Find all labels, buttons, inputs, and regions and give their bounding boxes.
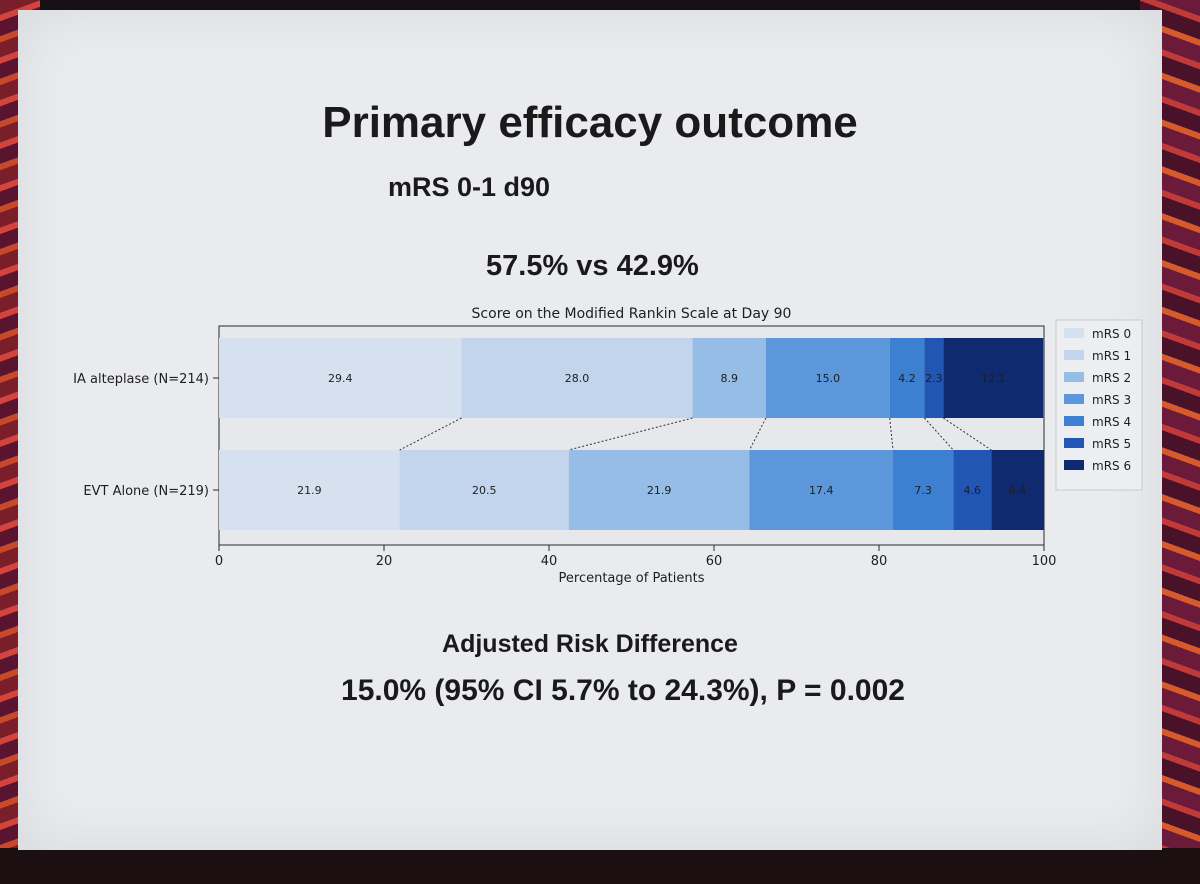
chart-title: Score on the Modified Rankin Scale at Da… bbox=[472, 306, 792, 322]
legend-entry-mrs-2: mRS 2 bbox=[1092, 371, 1131, 385]
data-label: 8.9 bbox=[721, 372, 739, 385]
bar-segment-evt-alone-n-219-mrs-2 bbox=[568, 450, 750, 530]
data-label: 21.9 bbox=[297, 484, 322, 497]
legend-swatch-mrs-1 bbox=[1064, 350, 1084, 360]
bar-segment-ia-alteplase-n-214-mrs-6 bbox=[943, 338, 1044, 418]
x-tick-label: 80 bbox=[871, 554, 888, 569]
data-label: 6.4 bbox=[1009, 484, 1027, 497]
bar-segment-ia-alteplase-n-214-mrs-0 bbox=[219, 338, 462, 418]
legend-entry-mrs-0: mRS 0 bbox=[1092, 327, 1131, 341]
connector-line bbox=[889, 417, 894, 451]
risk-difference-value: 15.0% (95% CI 5.7% to 24.3%), P = 0.002 bbox=[341, 674, 905, 707]
slide-title: Primary efficacy outcome bbox=[322, 98, 858, 147]
legend-swatch-mrs-3 bbox=[1064, 394, 1084, 404]
data-label: 7.3 bbox=[914, 484, 932, 497]
bar-segment-ia-alteplase-n-214-mrs-5 bbox=[924, 338, 944, 418]
risk-difference-label: Adjusted Risk Difference bbox=[442, 630, 738, 658]
legend-swatch-mrs-5 bbox=[1064, 438, 1084, 448]
legend-entry-mrs-5: mRS 5 bbox=[1092, 437, 1131, 451]
bar-segment-ia-alteplase-n-214-mrs-1 bbox=[461, 338, 693, 418]
data-label: 29.4 bbox=[328, 372, 353, 385]
outcome-comparison: 57.5% vs 42.9% bbox=[486, 250, 699, 282]
bar-segment-evt-alone-n-219-mrs-5 bbox=[953, 450, 992, 530]
data-label: 2.3 bbox=[925, 372, 943, 385]
data-label: 20.5 bbox=[472, 484, 497, 497]
data-label: 4.6 bbox=[963, 484, 981, 497]
slide-subtitle: mRS 0-1 d90 bbox=[388, 172, 551, 202]
legend-swatch-mrs-6 bbox=[1064, 460, 1084, 470]
data-label: 17.4 bbox=[809, 484, 834, 497]
legend-entry-mrs-4: mRS 4 bbox=[1092, 415, 1131, 429]
data-label: 4.2 bbox=[898, 372, 916, 385]
bar-segment-ia-alteplase-n-214-mrs-4 bbox=[889, 338, 925, 418]
bar-segment-evt-alone-n-219-mrs-6 bbox=[991, 450, 1044, 530]
x-tick-label: 0 bbox=[215, 554, 223, 569]
bar-segment-ia-alteplase-n-214-mrs-3 bbox=[765, 338, 890, 418]
data-label: 15.0 bbox=[816, 372, 841, 385]
legend-entry-mrs-6: mRS 6 bbox=[1092, 459, 1131, 473]
x-axis-label: Percentage of Patients bbox=[559, 571, 705, 586]
legend-swatch-mrs-2 bbox=[1064, 372, 1084, 382]
legend-entry-mrs-3: mRS 3 bbox=[1092, 393, 1131, 407]
legend-swatch-mrs-0 bbox=[1064, 328, 1084, 338]
y-tick-label: EVT Alone (N=219) bbox=[83, 484, 209, 499]
bar-segment-evt-alone-n-219-mrs-0 bbox=[219, 450, 400, 530]
legend-entry-mrs-1: mRS 1 bbox=[1092, 349, 1131, 363]
x-tick-label: 20 bbox=[376, 554, 393, 569]
bar-segment-evt-alone-n-219-mrs-4 bbox=[893, 450, 954, 530]
connector-line bbox=[568, 417, 693, 451]
bar-segment-evt-alone-n-219-mrs-1 bbox=[399, 450, 569, 530]
bar-segment-evt-alone-n-219-mrs-3 bbox=[749, 450, 894, 530]
data-label: 28.0 bbox=[565, 372, 590, 385]
connector-line bbox=[924, 417, 954, 451]
x-tick-label: 100 bbox=[1032, 554, 1057, 569]
data-label: 21.9 bbox=[647, 484, 672, 497]
data-label: 12.1 bbox=[981, 372, 1006, 385]
background-bottom bbox=[0, 848, 1200, 884]
connector-line bbox=[943, 417, 992, 451]
legend-swatch-mrs-4 bbox=[1064, 416, 1084, 426]
x-tick-label: 60 bbox=[706, 554, 723, 569]
x-tick-label: 40 bbox=[541, 554, 558, 569]
bar-segment-ia-alteplase-n-214-mrs-2 bbox=[692, 338, 766, 418]
y-tick-label: IA alteplase (N=214) bbox=[73, 372, 209, 387]
